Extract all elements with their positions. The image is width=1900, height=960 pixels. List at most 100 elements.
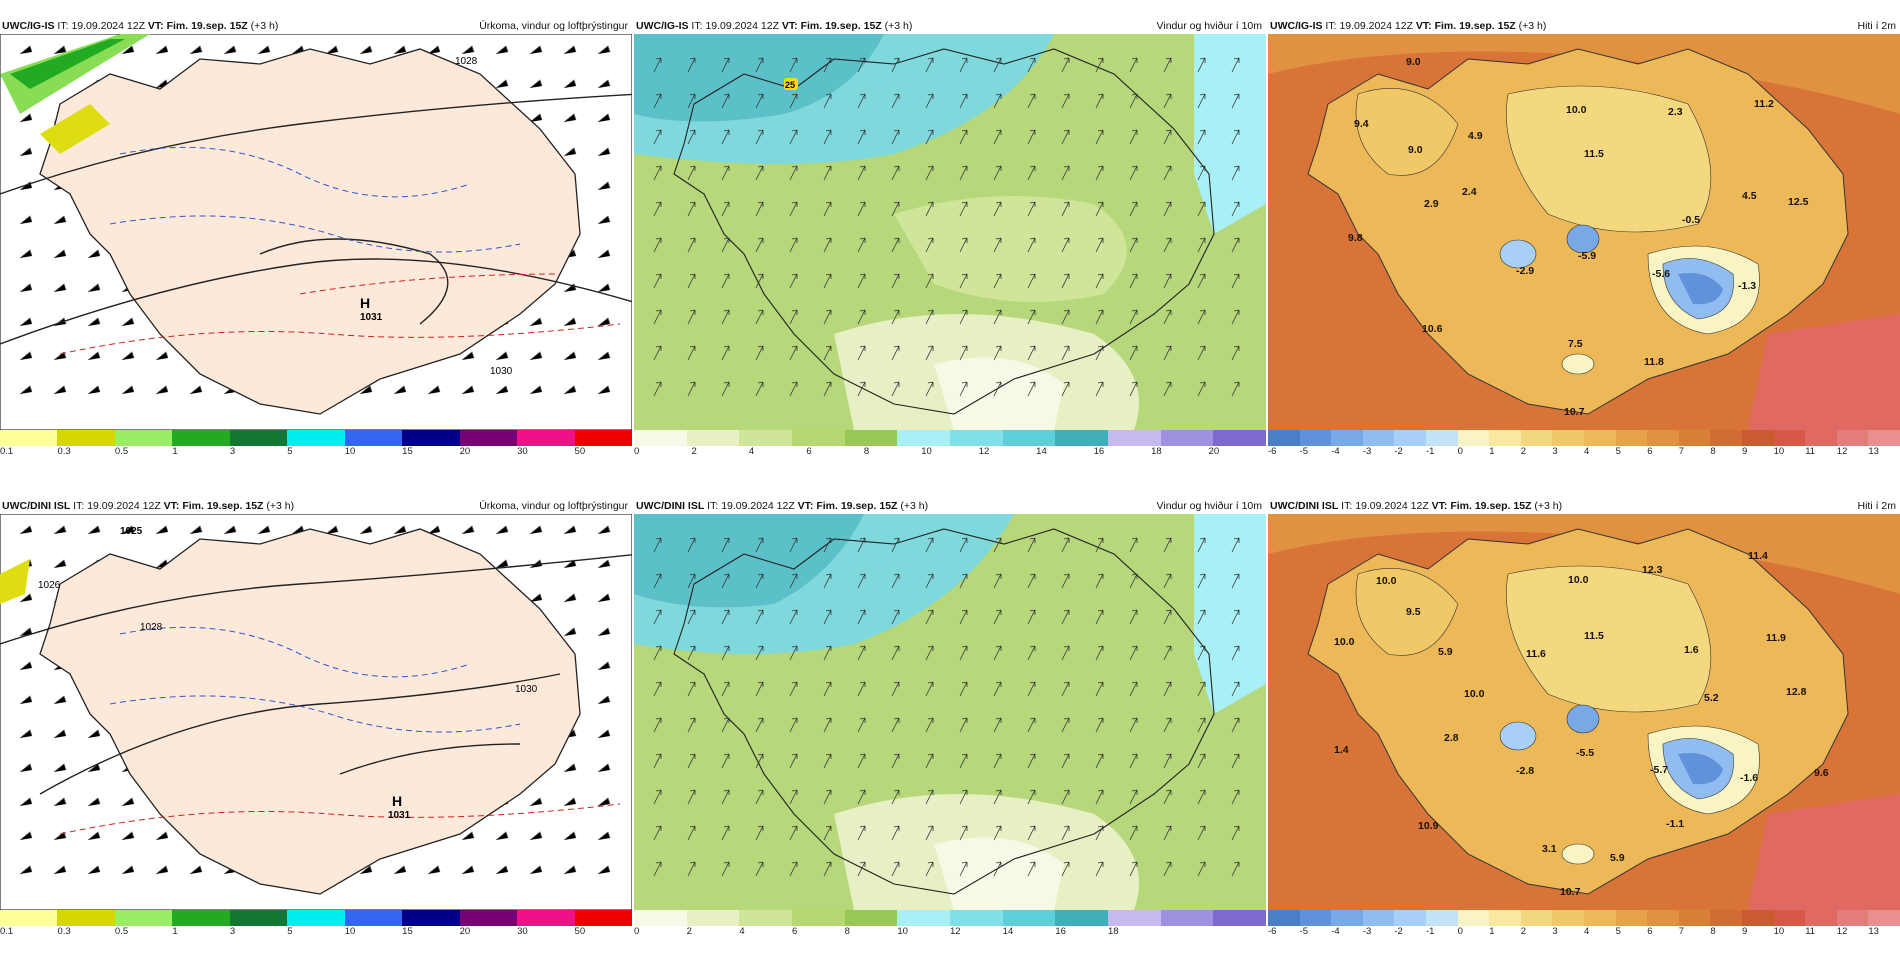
wind-arrow [721, 645, 730, 661]
wind-arrow [1061, 345, 1070, 361]
wind-barb [529, 351, 543, 361]
wind-arrow [687, 129, 696, 145]
wind-arrow [755, 381, 764, 397]
wind-barb [155, 831, 169, 841]
temperature-value: 1.4 [1334, 744, 1349, 756]
wind-arrow [1197, 537, 1206, 553]
panel-header: UWC/DINI ISL IT: 19.09.2024 12Z VT: Fim.… [2, 500, 628, 512]
panel-title: Hiti í 2m [1857, 20, 1896, 32]
wind-arrow [755, 201, 764, 217]
temperature-value: 2.4 [1462, 186, 1477, 198]
wind-map[interactable] [634, 514, 1266, 910]
wind-barb [427, 865, 441, 875]
wind-arrow [857, 573, 866, 589]
legend-tick-label: 1 [1489, 446, 1495, 457]
precip-map[interactable]: 1031 1030 1028 H [0, 34, 632, 430]
legend-swatch [634, 430, 687, 446]
wind-arrow [755, 165, 764, 181]
wind-arrow [1231, 681, 1240, 697]
wind-arrow [1231, 573, 1240, 589]
wind-arrow [789, 861, 798, 877]
temperature-value: 10.0 [1568, 574, 1589, 586]
precip-legend-ticks: 0.1 0.3 0.5 1 3 5 10 15 20 30 50 [0, 446, 632, 460]
panel-header: UWC/IG-IS IT: 19.09.2024 12Z VT: Fim. 19… [1270, 20, 1896, 32]
model-name: UWC/DINI ISL [636, 500, 705, 512]
legend-tick-label: 6 [1647, 446, 1653, 457]
wind-barb [563, 627, 577, 637]
legend-tick-label: 1 [172, 926, 178, 937]
legend-swatch [739, 430, 793, 446]
temperature-value: 5.9 [1438, 646, 1453, 658]
wind-arrow [959, 537, 968, 553]
wind-barb [597, 661, 611, 671]
wind-arrow [891, 537, 900, 553]
lead-time: (+3 h) [900, 500, 929, 512]
wind-arrow [1027, 573, 1036, 589]
legend-tick-label: 5 [1615, 926, 1621, 937]
wind-map[interactable]: 25 [634, 34, 1266, 430]
wind-arrow [653, 237, 662, 253]
wind-barb [461, 525, 475, 535]
wind-barb [563, 113, 577, 123]
wind-arrow [993, 645, 1002, 661]
wind-arrow [721, 717, 730, 733]
wind-arrow [789, 129, 798, 145]
temp-legend-ticks: -6 -5 -4 -3 -2 -1 0 1 2 3 4 5 6 7 8 9 10 11 12 13 [1268, 446, 1900, 460]
wind-arrow [721, 609, 730, 625]
wind-arrow [993, 753, 1002, 769]
wind-arrow [1061, 753, 1070, 769]
legend-swatch [1394, 430, 1426, 446]
wind-arrow [789, 645, 798, 661]
wind-barb [597, 283, 611, 293]
wind-legend-ticks: 0 2 4 6 8 10 12 14 16 18 [634, 926, 1266, 940]
legend-tick-label: 14 [1036, 446, 1047, 457]
wind-barb [359, 865, 373, 875]
wind-arrow [857, 345, 866, 361]
temperature-value: 4.5 [1742, 190, 1757, 202]
wind-barb [563, 865, 577, 875]
wind-arrow [1095, 345, 1104, 361]
wind-arrow [993, 681, 1002, 697]
temperature-value: 11.9 [1766, 632, 1786, 644]
temp-map[interactable] [1268, 34, 1900, 430]
temperature-value: -0.5 [1682, 214, 1701, 226]
panel-title: Úrkoma, vindur og loftþrýstingur [479, 500, 628, 512]
legend-swatch [114, 430, 173, 446]
wind-barb [597, 385, 611, 395]
legend-swatch [844, 910, 898, 926]
legend-swatch [1836, 430, 1869, 446]
legend-swatch [1805, 910, 1837, 926]
wind-arrow [721, 825, 730, 841]
wind-barb [53, 525, 67, 535]
wind-arrow [687, 93, 696, 109]
wind-arrow [1027, 129, 1036, 145]
wind-arrow [721, 381, 730, 397]
wind-arrow [653, 201, 662, 217]
wind-arrow [755, 309, 764, 325]
wind-arrow [1027, 381, 1036, 397]
wind-arrow [1231, 237, 1240, 253]
panel-header: UWC/DINI ISL IT: 19.09.2024 12Z VT: Fim.… [1270, 500, 1896, 512]
temp-map[interactable] [1268, 514, 1900, 910]
valid-time: Fim. 19.sep. 15Z [1450, 500, 1532, 512]
wind-arrow [1197, 165, 1206, 181]
wind-arrow [891, 573, 900, 589]
wind-arrow [1027, 309, 1036, 325]
wind-barb [87, 831, 101, 841]
wind-arrow [993, 573, 1002, 589]
wind-arrow [823, 825, 832, 841]
lead-time: (+3 h) [1534, 500, 1563, 512]
legend-tick-label: 16 [1093, 446, 1105, 457]
precip-map[interactable]: 1025 1026 1028 1030 1031 H [0, 514, 632, 910]
legend-tick-label: 0.1 [0, 926, 14, 937]
temperature-value: 12.5 [1788, 196, 1809, 208]
wind-arrow [959, 825, 968, 841]
legend-tick-label: 3 [229, 926, 236, 937]
wind-barb [53, 45, 67, 55]
legend-swatch [1002, 910, 1056, 926]
wind-arrow [891, 165, 900, 181]
wind-arrow [925, 57, 934, 73]
legend-swatch [1868, 910, 1900, 926]
wind-barb [495, 559, 509, 569]
wind-arrow [925, 681, 934, 697]
